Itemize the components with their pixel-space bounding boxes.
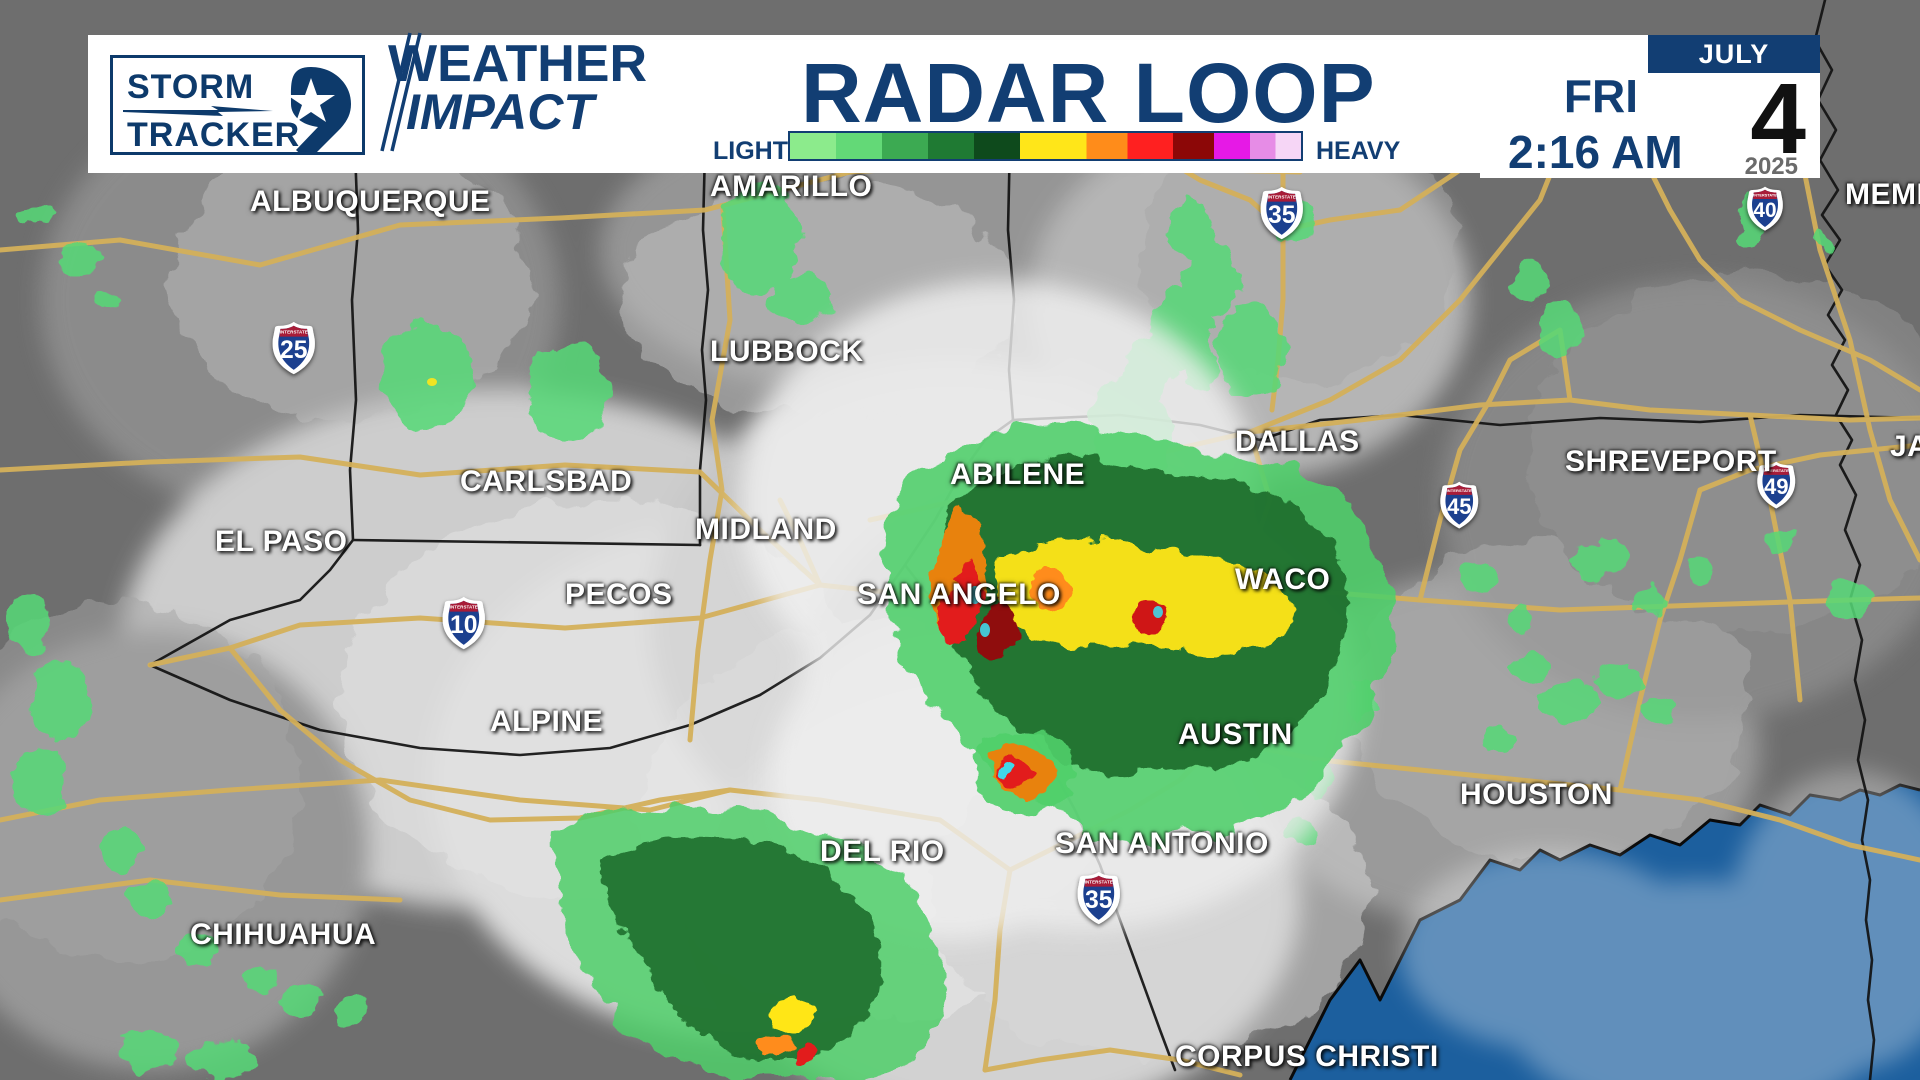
svg-text:35: 35 xyxy=(1085,887,1113,914)
svg-text:10: 10 xyxy=(450,612,477,639)
svg-text:25: 25 xyxy=(280,337,308,364)
svg-text:40: 40 xyxy=(1753,199,1776,222)
svg-text:35: 35 xyxy=(1268,202,1296,229)
svg-text:45: 45 xyxy=(1447,494,1472,519)
